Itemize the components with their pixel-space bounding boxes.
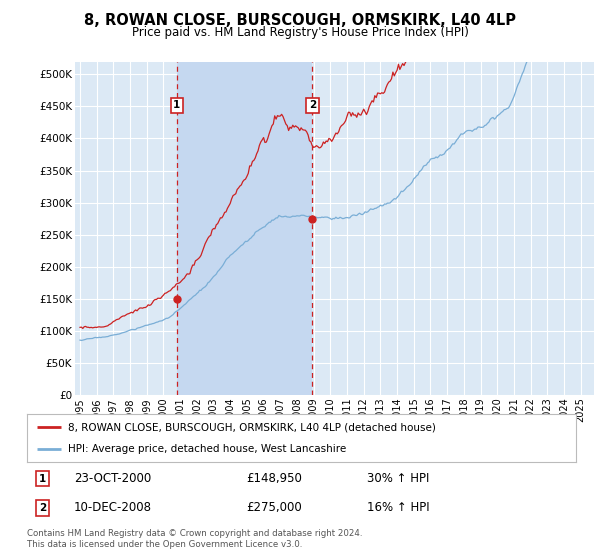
Text: 2: 2 [39,503,46,513]
Text: £275,000: £275,000 [247,501,302,515]
Text: 8, ROWAN CLOSE, BURSCOUGH, ORMSKIRK, L40 4LP (detached house): 8, ROWAN CLOSE, BURSCOUGH, ORMSKIRK, L40… [68,422,436,432]
Text: Price paid vs. HM Land Registry's House Price Index (HPI): Price paid vs. HM Land Registry's House … [131,26,469,39]
Text: HPI: Average price, detached house, West Lancashire: HPI: Average price, detached house, West… [68,444,346,454]
Text: Contains HM Land Registry data © Crown copyright and database right 2024.
This d: Contains HM Land Registry data © Crown c… [27,529,362,549]
Text: 23-OCT-2000: 23-OCT-2000 [74,472,151,486]
Bar [177,62,313,395]
Text: 16% ↑ HPI: 16% ↑ HPI [367,501,430,515]
Text: 10-DEC-2008: 10-DEC-2008 [74,501,152,515]
Text: £148,950: £148,950 [247,472,302,486]
Text: 2: 2 [308,100,316,110]
Text: 1: 1 [39,474,46,484]
Text: 8, ROWAN CLOSE, BURSCOUGH, ORMSKIRK, L40 4LP: 8, ROWAN CLOSE, BURSCOUGH, ORMSKIRK, L40… [84,13,516,28]
Text: 30% ↑ HPI: 30% ↑ HPI [367,472,430,486]
Text: 1: 1 [173,100,181,110]
